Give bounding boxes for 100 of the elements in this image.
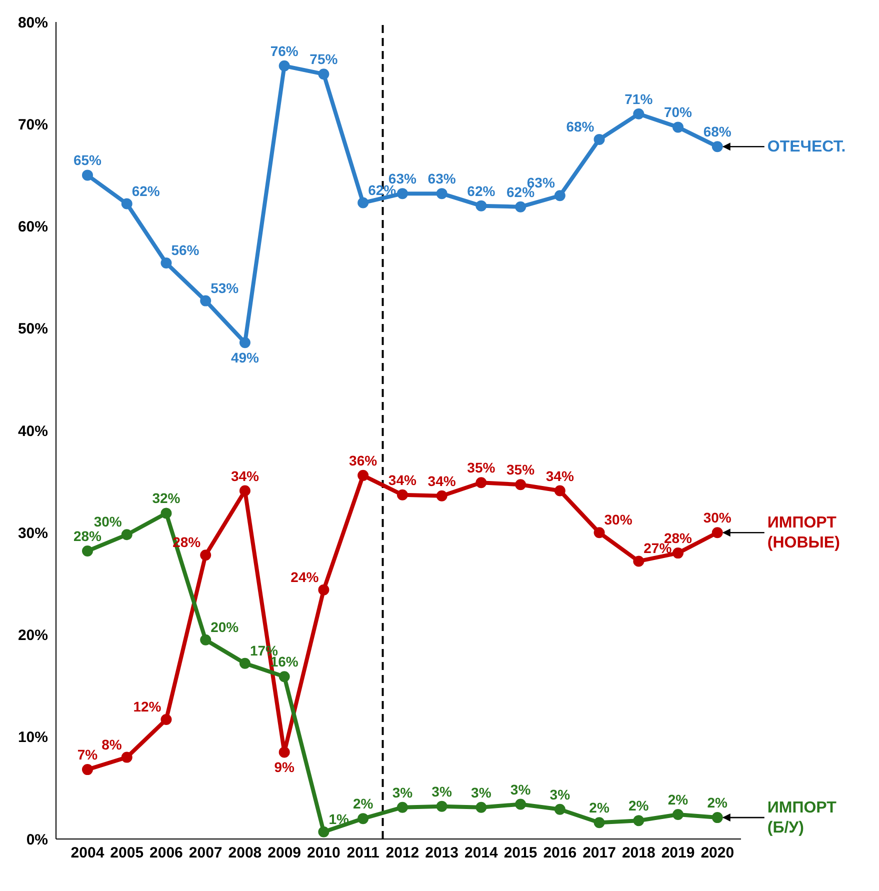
point — [160, 714, 172, 726]
point — [200, 295, 212, 306]
data-label: 28% — [73, 528, 102, 544]
point — [121, 529, 132, 540]
data-label: 30% — [604, 512, 633, 528]
y-tick-label: 40% — [18, 422, 48, 440]
point — [82, 546, 93, 557]
point — [436, 188, 448, 200]
y-tick-label: 60% — [18, 218, 48, 236]
point — [554, 190, 566, 202]
data-label: 62% — [467, 182, 496, 199]
x-tick-label: 2011 — [346, 844, 380, 862]
x-tick-label: 2015 — [504, 844, 538, 862]
data-label: 2% — [352, 796, 374, 812]
data-label: 3% — [550, 786, 571, 802]
text: ИМПОРТ (Б/У) — [767, 800, 837, 837]
data-label: 24% — [290, 568, 320, 585]
y-tick-label: 30% — [18, 524, 48, 542]
data-label: 9% — [274, 759, 295, 776]
y-tick-label: 50% — [18, 320, 48, 338]
data-label: 68% — [703, 124, 732, 140]
x-tick-label: 2020 — [700, 844, 734, 862]
point — [358, 470, 369, 481]
point — [121, 198, 132, 210]
data-label: 2% — [707, 794, 728, 811]
y-tick-label: 80% — [18, 14, 48, 32]
point — [672, 122, 684, 133]
x-tick-label: 2016 — [543, 844, 577, 862]
point — [633, 556, 644, 567]
data-label: 34% — [428, 472, 456, 489]
x-tick-label: 2019 — [661, 844, 695, 862]
point — [594, 134, 605, 145]
data-label: 35% — [506, 462, 536, 478]
point — [318, 68, 330, 80]
point — [672, 808, 684, 820]
data-label: 3% — [392, 784, 414, 800]
x-tick-label: 2017 — [582, 844, 616, 862]
x-tick-label: 2005 — [110, 844, 144, 862]
point — [436, 800, 448, 812]
point — [239, 337, 250, 348]
data-label: 30% — [703, 510, 732, 526]
data-label: 34% — [388, 472, 417, 488]
data-label: 56% — [171, 242, 200, 258]
x-tick-label: 2004 — [70, 844, 105, 862]
point — [278, 671, 290, 682]
x-tick-label: 2008 — [228, 844, 262, 862]
point — [554, 804, 566, 815]
point — [515, 798, 526, 810]
data-label: 3% — [432, 783, 452, 800]
point — [396, 489, 408, 500]
data-label: 65% — [73, 152, 102, 168]
text: ИМПОРТ (НОВЫЕ) — [767, 514, 840, 552]
y-tick-label: 20% — [18, 627, 48, 644]
point — [554, 485, 566, 496]
point — [121, 752, 132, 763]
point — [515, 479, 526, 490]
point — [515, 201, 526, 212]
data-label: 2% — [589, 800, 610, 816]
data-label: 34% — [546, 468, 574, 484]
x-tick-label: 2010 — [307, 844, 340, 862]
point — [200, 550, 212, 561]
point — [239, 658, 250, 669]
x-tick-label: 2018 — [622, 844, 656, 862]
point — [160, 258, 172, 269]
point — [239, 485, 250, 496]
y-tick-label: 70% — [18, 116, 48, 134]
point — [476, 477, 487, 488]
point — [318, 584, 330, 596]
point — [396, 188, 408, 200]
point — [476, 802, 487, 813]
data-label: 35% — [467, 460, 496, 476]
data-label: 49% — [230, 350, 260, 366]
data-label: 68% — [566, 118, 595, 134]
point — [82, 170, 93, 181]
point — [278, 746, 290, 758]
data-label: 12% — [133, 698, 162, 715]
data-label: 71% — [624, 90, 654, 107]
point — [358, 813, 369, 824]
y-tick-label: 0% — [26, 831, 48, 848]
point — [633, 815, 644, 826]
data-label: 20% — [210, 618, 240, 635]
text: ОТЕЧЕСТ. — [767, 138, 846, 156]
data-label: 30% — [94, 514, 122, 530]
point — [712, 141, 723, 152]
x-tick-label: 2009 — [268, 844, 302, 862]
point — [594, 527, 605, 538]
data-label: 2% — [628, 798, 650, 814]
data-label: 7% — [77, 746, 98, 763]
x-tick-label: 2007 — [188, 844, 222, 862]
data-label: 36% — [349, 452, 378, 468]
data-label: 62% — [132, 182, 160, 199]
point — [318, 826, 330, 838]
x-tick-label: 2013 — [425, 844, 458, 862]
point — [358, 197, 369, 208]
point — [672, 548, 684, 559]
point — [712, 527, 723, 538]
data-label: 63% — [428, 170, 456, 187]
data-label: 34% — [230, 468, 260, 484]
data-label: 70% — [664, 104, 693, 120]
x-tick-label: 2014 — [464, 844, 499, 862]
